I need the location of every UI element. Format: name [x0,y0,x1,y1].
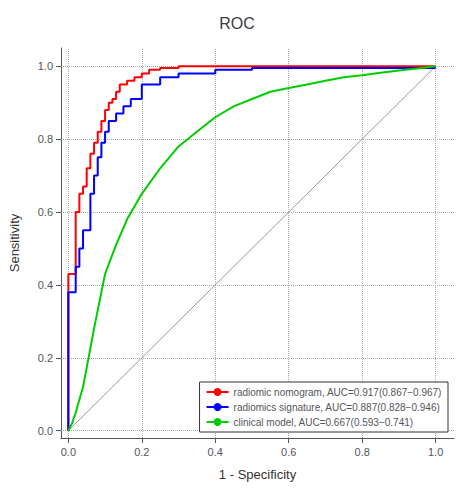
svg-text:radiomics signature, AUC=0.887: radiomics signature, AUC=0.887(0.828−0.9… [234,402,440,413]
svg-text:Sensitivity: Sensitivity [7,213,22,272]
svg-text:0.2: 0.2 [38,352,53,364]
svg-text:0.8: 0.8 [38,133,53,145]
svg-text:radiomic nomogram, AUC=0.917(0: radiomic nomogram, AUC=0.917(0.867−0.967… [234,387,442,398]
svg-text:0.8: 0.8 [355,446,370,458]
svg-text:0.6: 0.6 [281,446,296,458]
svg-text:0.0: 0.0 [61,446,76,458]
svg-text:1 - Specificity: 1 - Specificity [219,467,297,482]
svg-text:1.0: 1.0 [428,446,443,458]
svg-text:0.6: 0.6 [38,206,53,218]
svg-text:1.0: 1.0 [38,60,53,72]
svg-text:0.2: 0.2 [134,446,149,458]
svg-text:0.4: 0.4 [208,446,223,458]
svg-text:clinical model, AUC=0.667(0.59: clinical model, AUC=0.667(0.593−0.741) [234,417,414,428]
svg-text:0.4: 0.4 [38,279,53,291]
svg-text:ROC: ROC [219,15,255,32]
svg-text:0.0: 0.0 [38,425,53,437]
